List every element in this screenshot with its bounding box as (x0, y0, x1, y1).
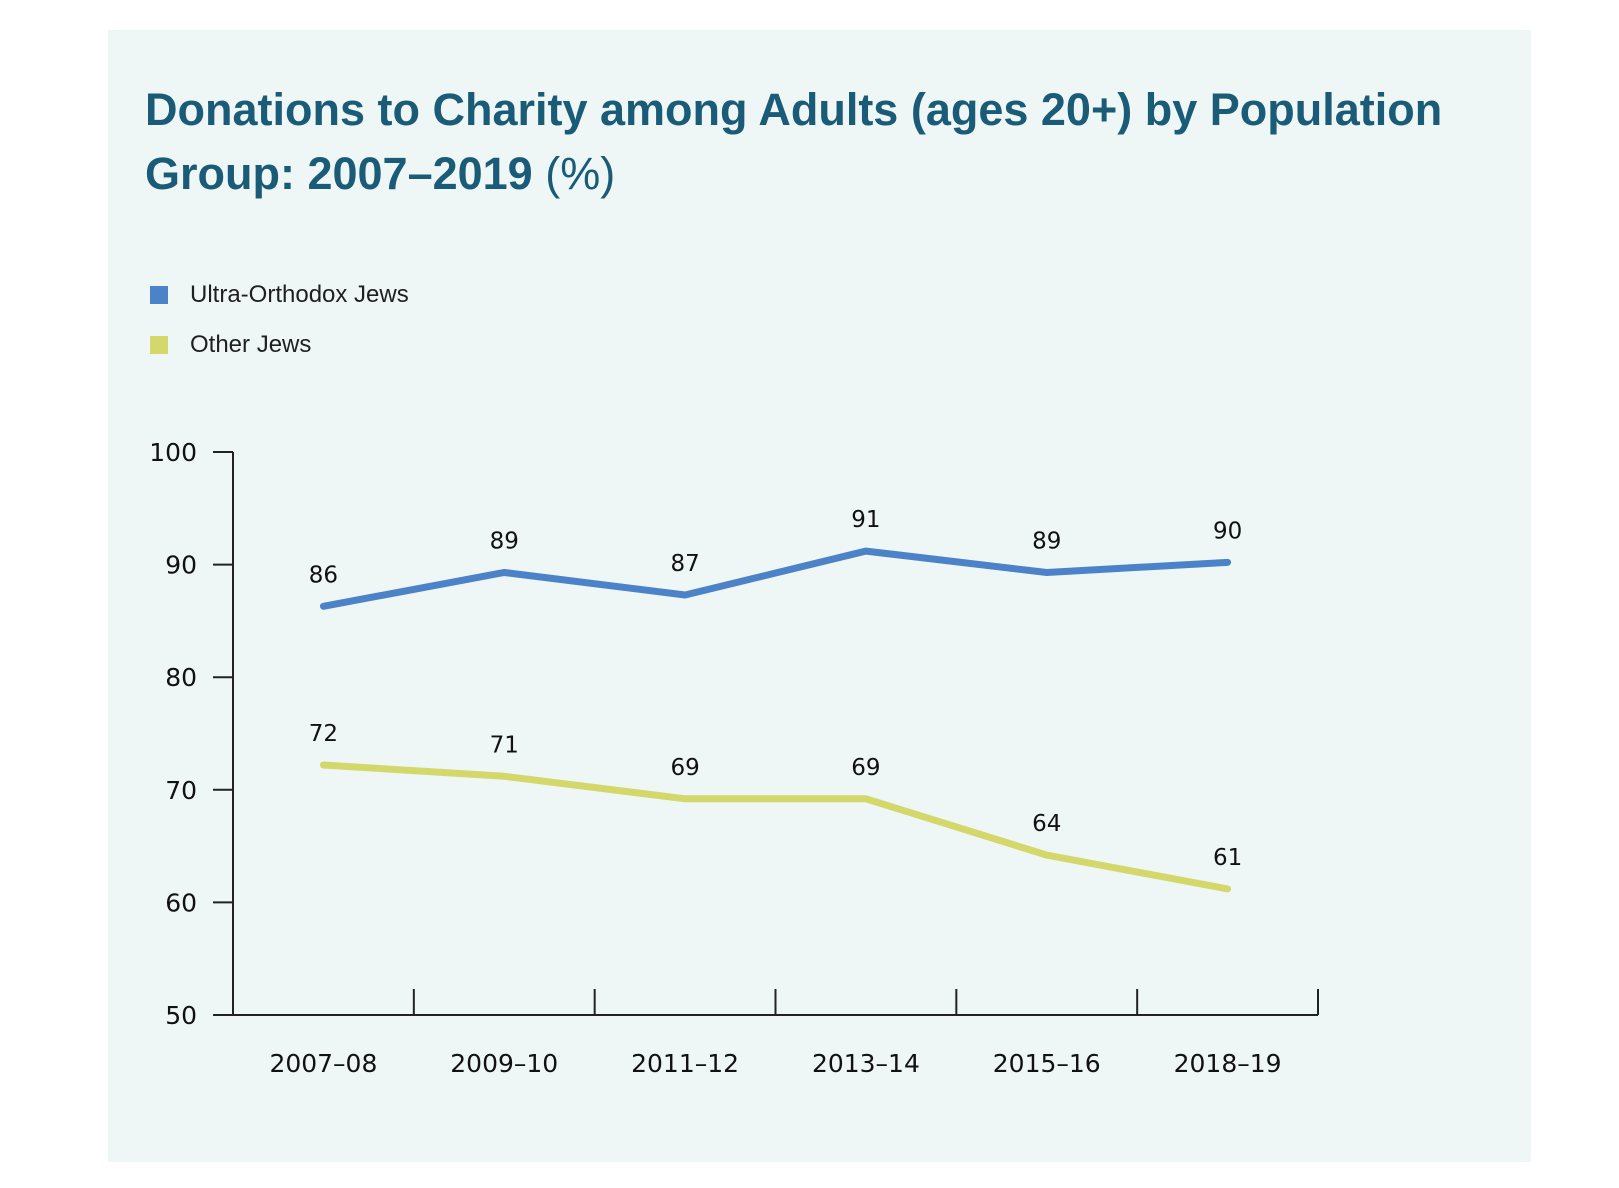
legend-swatch-other-jews (150, 336, 168, 354)
data-label: 86 (309, 562, 338, 588)
axes: 50 60 70 80 90 100 2007–08 2009–10 2011–12 2013–1… (149, 438, 1319, 1078)
y-tick-label: 60 (165, 888, 197, 917)
data-labels: 86 89 87 91 89 90 72 71 69 69 64 61 (309, 507, 1242, 871)
legend-item-ultra-orthodox: Ultra-Orthodox Jews (150, 270, 409, 320)
chart-title: Donations to Charity among Adults (ages … (145, 78, 1505, 206)
data-label: 71 (490, 732, 519, 758)
legend-label-ultra-orthodox: Ultra-Orthodox Jews (190, 281, 409, 308)
data-label: 64 (1032, 811, 1061, 837)
chart-title-text: Donations to Charity among Adults (ages … (145, 84, 1443, 199)
data-label: 90 (1213, 518, 1242, 544)
x-tick-label: 2011–12 (631, 1049, 739, 1078)
legend-swatch-ultra-orthodox (150, 286, 168, 304)
legend-item-other-jews: Other Jews (150, 320, 409, 370)
data-label: 89 (1032, 528, 1061, 554)
data-label: 91 (851, 507, 880, 533)
y-tick-label: 50 (165, 1001, 197, 1030)
x-tick-label: 2015–16 (993, 1049, 1101, 1078)
data-label: 69 (670, 755, 699, 781)
legend: Ultra-Orthodox Jews Other Jews (150, 270, 409, 370)
data-label: 72 (309, 721, 338, 747)
data-label: 69 (851, 755, 880, 781)
x-tick-label: 2007–08 (269, 1049, 377, 1078)
legend-label-other-jews: Other Jews (190, 331, 312, 358)
y-tick-label: 100 (149, 438, 197, 467)
data-label: 87 (670, 551, 699, 577)
series-line-1 (319, 761, 1232, 893)
data-label: 61 (1213, 845, 1242, 871)
y-tick-label: 70 (165, 776, 197, 805)
chart-title-unit: (%) (545, 148, 616, 199)
y-tick-label: 80 (165, 663, 197, 692)
chart-background (108, 30, 1531, 1162)
x-tick-label: 2009–10 (450, 1049, 558, 1078)
series (319, 547, 1232, 893)
x-tick-label: 2013–14 (812, 1049, 920, 1078)
series-line-0 (319, 547, 1232, 610)
x-tick-label: 2018–19 (1174, 1049, 1282, 1078)
y-tick-label: 90 (165, 551, 197, 580)
data-label: 89 (490, 528, 519, 554)
